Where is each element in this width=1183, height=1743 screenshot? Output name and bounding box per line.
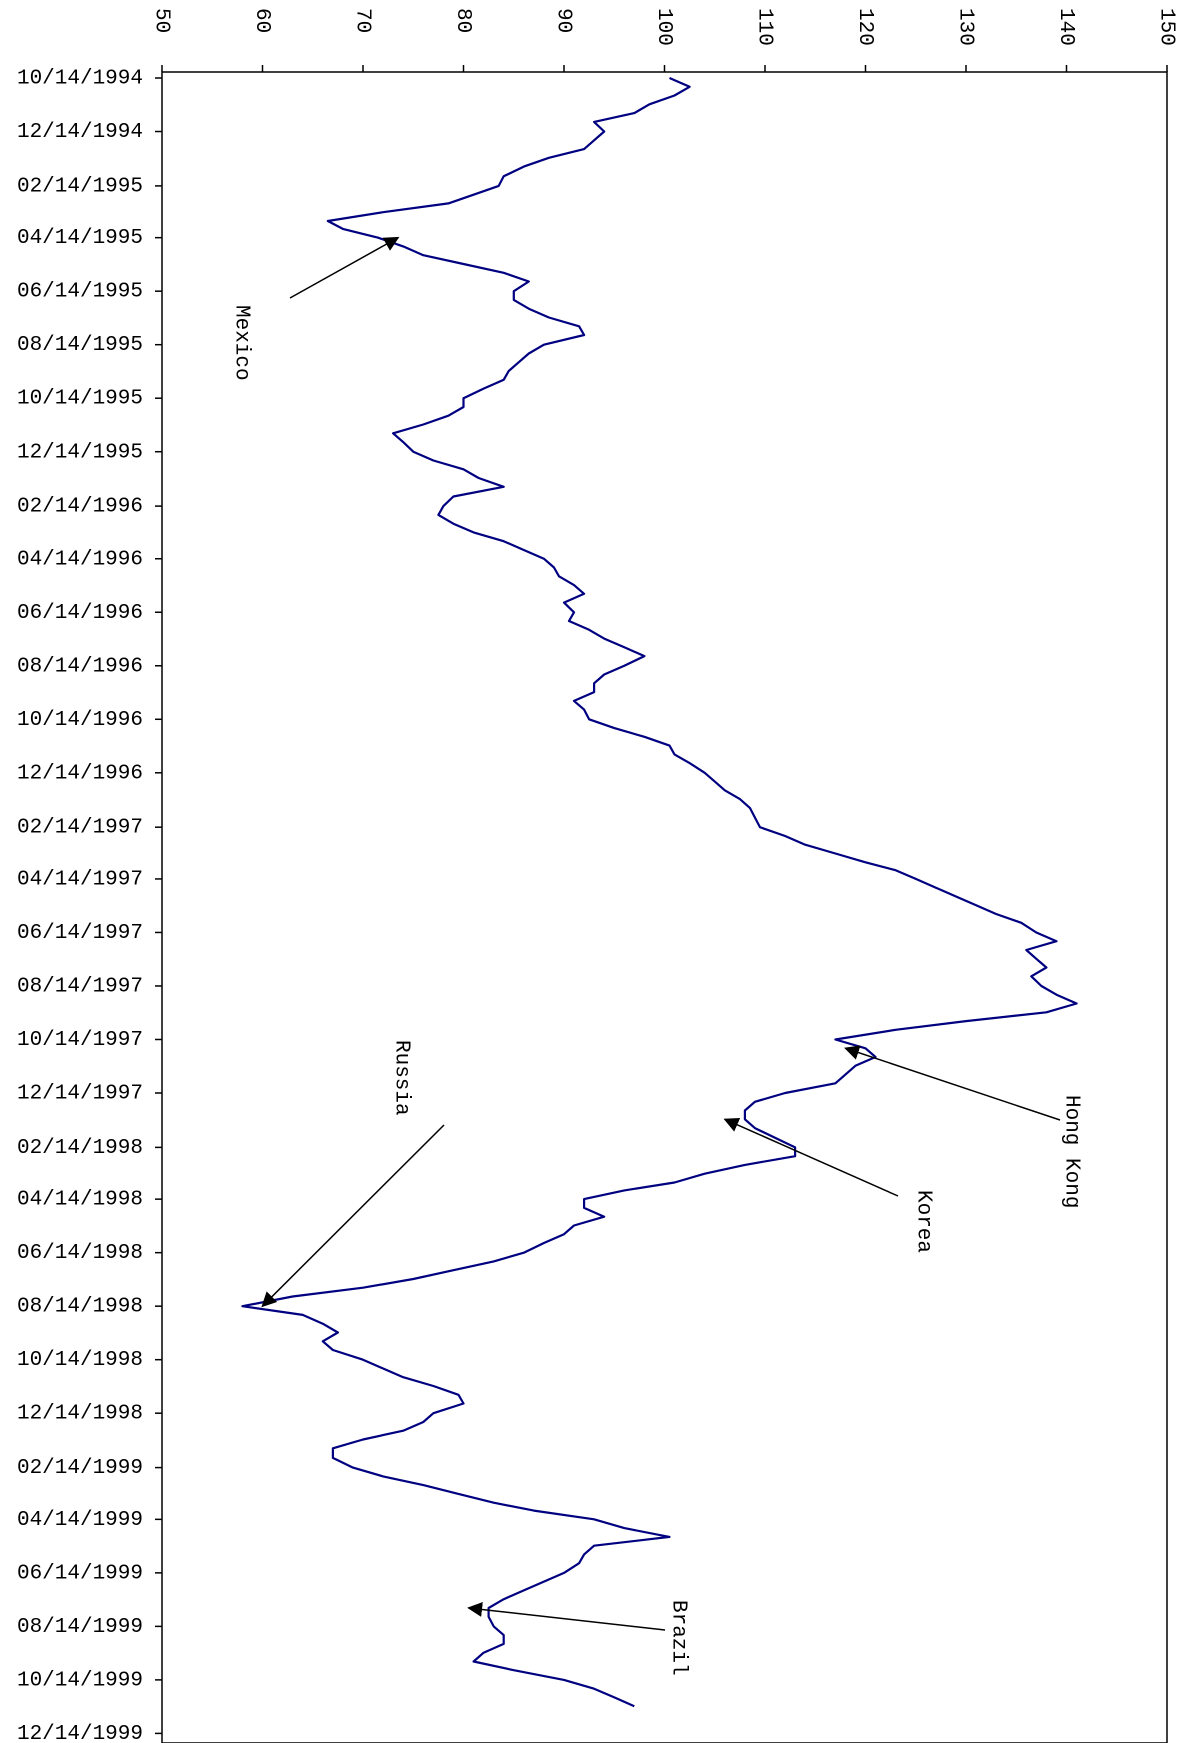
date-tick-label: 04/14/1996 (17, 548, 143, 571)
annotation-arrow-russia (261, 1124, 445, 1308)
date-tick-label: 12/14/1998 (17, 1403, 143, 1426)
annotation-label-korea: Korea (911, 1190, 934, 1253)
date-tick-label: 06/14/1999 (17, 1562, 143, 1585)
value-tick-label: 80 (451, 8, 474, 33)
date-tick-label: 10/14/1994 (17, 68, 143, 91)
annotation-label-brazil: Brazil (666, 1600, 689, 1676)
value-tick-label: 150 (1154, 8, 1177, 46)
annotations-layer: Mexico Hong Kong Korea Russia Brazil (229, 236, 1082, 1676)
date-tick-label: 08/14/1996 (17, 655, 143, 678)
date-tick-label: 10/14/1995 (17, 388, 143, 411)
date-tick-label: 10/14/1996 (17, 709, 143, 732)
value-tick-label: 60 (250, 8, 273, 33)
annotation-label-russia: Russia (389, 1040, 412, 1116)
date-tick-label: 02/14/1995 (17, 175, 143, 198)
annotation-arrow-brazil (467, 1602, 666, 1631)
value-tick-label: 120 (853, 8, 876, 46)
date-tick-label: 12/14/1999 (17, 1723, 143, 1743)
value-tick-label: 110 (752, 8, 775, 46)
value-tick-label: 140 (1054, 8, 1077, 46)
annotation-label-mexico: Mexico (229, 305, 252, 381)
date-tick-label: 12/14/1996 (17, 762, 143, 785)
date-tick-label: 08/14/1995 (17, 334, 143, 357)
series-layer (241, 76, 1078, 1708)
date-tick-label: 06/14/1995 (17, 281, 143, 304)
date-tick-label: 04/14/1997 (17, 868, 143, 891)
date-tick-label: 10/14/1997 (17, 1029, 143, 1052)
date-tick-label: 02/14/1998 (17, 1137, 143, 1160)
date-tick-label: 08/14/1999 (17, 1616, 143, 1639)
date-tick-label: 08/14/1998 (17, 1296, 143, 1319)
plot-area (161, 71, 1168, 1743)
date-tick-label: 12/14/1995 (17, 441, 143, 464)
value-tick-label: 100 (652, 8, 675, 46)
date-tick-label: 06/14/1997 (17, 922, 143, 945)
date-tick-label: 04/14/1995 (17, 227, 143, 250)
value-tick-label: 50 (149, 8, 172, 33)
value-tick-label: 70 (350, 8, 373, 33)
date-tick-label: 12/14/1997 (17, 1083, 143, 1106)
value-tick-label: 130 (953, 8, 976, 46)
date-tick-label: 04/14/1999 (17, 1509, 143, 1532)
value-axis: 50 60 70 80 90 100 110 120 130 140 150 (149, 8, 1177, 72)
date-tick-label: 02/14/1999 (17, 1457, 143, 1480)
annotation-arrow-korea (723, 1117, 899, 1197)
date-tick-label: 10/14/1999 (17, 1669, 143, 1692)
date-tick-label: 06/14/1996 (17, 602, 143, 625)
date-tick-label: 06/14/1998 (17, 1242, 143, 1265)
date-tick-label: 12/14/1994 (17, 121, 143, 144)
date-tick-label: 10/14/1998 (17, 1349, 143, 1372)
annotation-label-hong-kong: Hong Kong (1059, 1095, 1082, 1208)
series-line-0 (241, 76, 1078, 1708)
date-tick-label: 04/14/1998 (17, 1189, 143, 1212)
annotation-arrow-hong-kong (844, 1045, 1061, 1121)
date-axis: 10/14/1994 12/14/1994 02/14/1995 04/14/1995… (17, 68, 162, 1743)
value-tick-label: 90 (551, 8, 574, 33)
annotation-arrow-mexico (289, 236, 400, 299)
date-tick-label: 02/14/1997 (17, 817, 143, 840)
date-tick-label: 02/14/1996 (17, 496, 143, 519)
date-tick-label: 08/14/1997 (17, 976, 143, 999)
